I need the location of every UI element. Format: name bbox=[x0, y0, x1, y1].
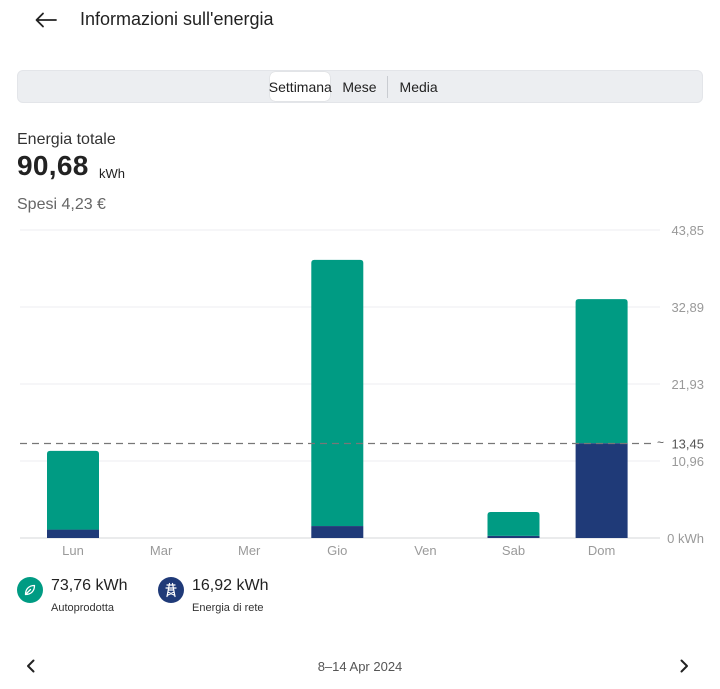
total-energy-value: 90,68 bbox=[17, 150, 89, 181]
y-tick-label: 43,85 bbox=[671, 223, 704, 238]
legend-grid-energy-badge bbox=[158, 577, 184, 603]
x-tick-label: Mar bbox=[150, 543, 173, 558]
bar-segment bbox=[575, 443, 628, 538]
previous-period-button[interactable] bbox=[17, 652, 45, 680]
bar-segment bbox=[47, 450, 99, 530]
y-tick-label: 21,93 bbox=[671, 377, 704, 392]
y-tick-label: 10,96 bbox=[671, 454, 704, 469]
next-period-button[interactable] bbox=[670, 652, 698, 680]
tab-week[interactable]: Settimana bbox=[269, 72, 332, 101]
bar-segment bbox=[311, 259, 364, 527]
bar-segment bbox=[487, 512, 540, 536]
chevron-left-icon bbox=[27, 659, 35, 673]
x-tick-label: Lun bbox=[62, 543, 84, 558]
pylon-icon bbox=[165, 582, 177, 598]
app-header: Informazioni sull'energia bbox=[0, 0, 720, 40]
back-button[interactable] bbox=[30, 4, 62, 36]
legend-self-produced-label: Autoprodotta bbox=[51, 602, 114, 614]
bar-segment bbox=[575, 299, 628, 444]
segment-divider bbox=[386, 75, 388, 98]
arrow-left-icon bbox=[35, 12, 57, 28]
y-tick-label: 0 kWh bbox=[667, 531, 704, 546]
spent-amount: Spesi 4,23 € bbox=[17, 196, 106, 213]
average-label: 13,45 bbox=[671, 437, 704, 452]
bar-segment bbox=[487, 535, 540, 538]
legend-grid-energy-label: Energia di rete bbox=[192, 602, 264, 614]
legend-grid-energy-value: 16,92 kWh bbox=[192, 577, 269, 594]
total-energy-unit: kWh bbox=[99, 166, 125, 181]
legend-self-produced-badge bbox=[17, 577, 43, 603]
tab-month[interactable]: Mese bbox=[342, 78, 377, 95]
x-tick-label: Ven bbox=[414, 543, 436, 558]
leaf-icon bbox=[24, 584, 36, 596]
x-tick-label: Gio bbox=[327, 543, 347, 558]
total-energy-label: Energia totale bbox=[17, 131, 116, 148]
x-tick-label: Mer bbox=[238, 543, 261, 558]
tab-average[interactable]: Media bbox=[399, 78, 438, 95]
y-tick-label: 32,89 bbox=[671, 300, 704, 315]
period-selector: Settimana Mese Media bbox=[17, 70, 703, 103]
page-title: Informazioni sull'energia bbox=[80, 9, 274, 29]
average-marker: ~ bbox=[657, 436, 664, 450]
x-tick-label: Sab bbox=[502, 543, 525, 558]
chevron-right-icon bbox=[680, 659, 688, 673]
bar-segment bbox=[311, 526, 364, 538]
x-tick-label: Dom bbox=[588, 543, 615, 558]
bar-segment bbox=[47, 529, 99, 538]
date-range-label: 8–14 Apr 2024 bbox=[317, 659, 403, 674]
date-navigator: 8–14 Apr 2024 bbox=[0, 650, 720, 682]
energy-bar-chart: 0 kWh 10,96 21,93 32,89 43,85 Lun Mar Mer Gio Ven… bbox=[20, 223, 704, 558]
legend-self-produced-value: 73,76 kWh bbox=[51, 577, 128, 594]
